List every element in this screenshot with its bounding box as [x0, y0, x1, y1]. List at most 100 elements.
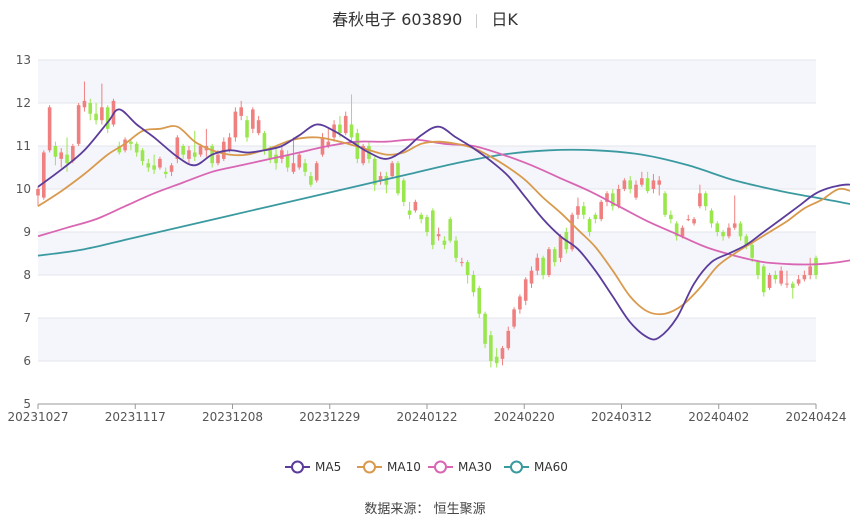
x-tick-label: 20240122: [396, 410, 457, 424]
candle-body: [605, 193, 609, 202]
candle-body: [581, 206, 586, 215]
legend-ma5-label: MA5: [315, 460, 341, 474]
legend-ma30-marker: [434, 460, 447, 474]
candle-body: [169, 165, 174, 172]
candle-body: [431, 210, 435, 245]
candle-body: [117, 146, 122, 153]
candle-body: [709, 210, 714, 224]
y-tick-label: 12: [16, 96, 31, 110]
grid-band: [38, 146, 816, 189]
candle-body: [419, 214, 423, 220]
candle-body: [134, 143, 139, 153]
candle-body: [71, 146, 75, 162]
candle-body: [175, 137, 180, 159]
candle-body: [576, 206, 580, 215]
candle-body: [372, 158, 377, 185]
candle-body: [361, 146, 365, 164]
candle-body: [477, 287, 482, 314]
candle-body: [227, 137, 232, 151]
candle-body: [401, 180, 406, 202]
x-tick-label: 20231027: [7, 410, 68, 424]
candle-body: [814, 257, 818, 275]
candle-body: [663, 193, 667, 215]
candle-body: [756, 262, 760, 275]
candle-body: [796, 279, 801, 284]
ma5-line: [37, 108, 850, 341]
legend-ma30-label: MA30: [458, 460, 492, 474]
candle-body: [622, 180, 627, 189]
candle-body: [628, 180, 633, 189]
candle-body: [94, 113, 98, 121]
source-value: 恒生聚源: [433, 502, 486, 517]
candle-body: [413, 201, 418, 211]
candle-body: [727, 227, 731, 237]
candle-body: [152, 165, 156, 170]
candle-body: [593, 214, 598, 220]
candle-body: [349, 124, 354, 138]
candle-body: [454, 240, 458, 258]
legend-ma10-marker: [363, 460, 376, 474]
candle-body: [36, 189, 40, 196]
moving-average-lines: [37, 108, 850, 341]
candle-body: [181, 146, 185, 155]
candle-body: [123, 139, 127, 151]
candle-body: [378, 176, 383, 181]
candle-body: [82, 100, 87, 108]
candle-body: [669, 214, 673, 220]
candle-body: [744, 236, 749, 245]
candle-body: [686, 219, 691, 221]
candle-body: [651, 180, 656, 189]
candle-body: [645, 178, 650, 192]
candle-body: [233, 111, 238, 138]
x-axis: 20231027 20231117 20231208 20231229 20240122…: [7, 403, 847, 424]
candle-body: [587, 219, 592, 232]
title-divider: [476, 13, 478, 28]
candle-body: [570, 214, 574, 250]
y-tick-label: 8: [23, 268, 31, 282]
candle-body: [767, 275, 772, 288]
y-tick-label: 6: [23, 354, 31, 368]
candle-body: [338, 124, 342, 134]
candle-body: [47, 107, 52, 151]
candle-body: [547, 249, 551, 275]
x-tick-label: 20240424: [785, 410, 846, 424]
legend-ma60-label: MA60: [534, 460, 568, 474]
candle-body: [216, 154, 220, 164]
source-label: 数据来源：: [364, 502, 430, 517]
candle-body: [616, 189, 621, 207]
candle-body: [100, 107, 104, 121]
candle-body: [76, 105, 81, 144]
candle-body: [657, 180, 662, 185]
candle-body: [802, 275, 807, 280]
candle-body: [599, 201, 603, 220]
candle-body: [703, 193, 708, 207]
candle-body: [483, 313, 487, 344]
period-label: 日K: [491, 10, 518, 29]
ma30-line: [37, 138, 850, 266]
candle-body: [779, 270, 783, 284]
candle-body: [785, 283, 789, 285]
candle-body: [59, 152, 64, 159]
candle-body: [460, 262, 464, 264]
candle-body: [256, 120, 261, 134]
grid-band: [38, 232, 816, 275]
candle-body: [465, 262, 470, 275]
y-tick-label: 5: [23, 397, 31, 411]
candle-body: [245, 120, 249, 138]
candle-body: [715, 223, 720, 232]
candle-body: [489, 335, 493, 361]
candle-body: [285, 154, 290, 168]
candle-body: [541, 257, 545, 275]
candle-body: [105, 107, 110, 129]
chart-title: 春秋电子 603890 日K: [0, 6, 850, 30]
candle-body: [773, 275, 778, 280]
candle-body: [343, 115, 348, 134]
candle-body: [750, 244, 754, 258]
y-tick-label: 13: [16, 53, 31, 67]
grid-band: [38, 60, 816, 103]
y-tick-label: 10: [16, 182, 31, 196]
x-tick-label: 20240312: [591, 410, 652, 424]
candle-body: [529, 270, 534, 284]
grid-band: [38, 318, 816, 361]
candle-body: [297, 154, 302, 168]
